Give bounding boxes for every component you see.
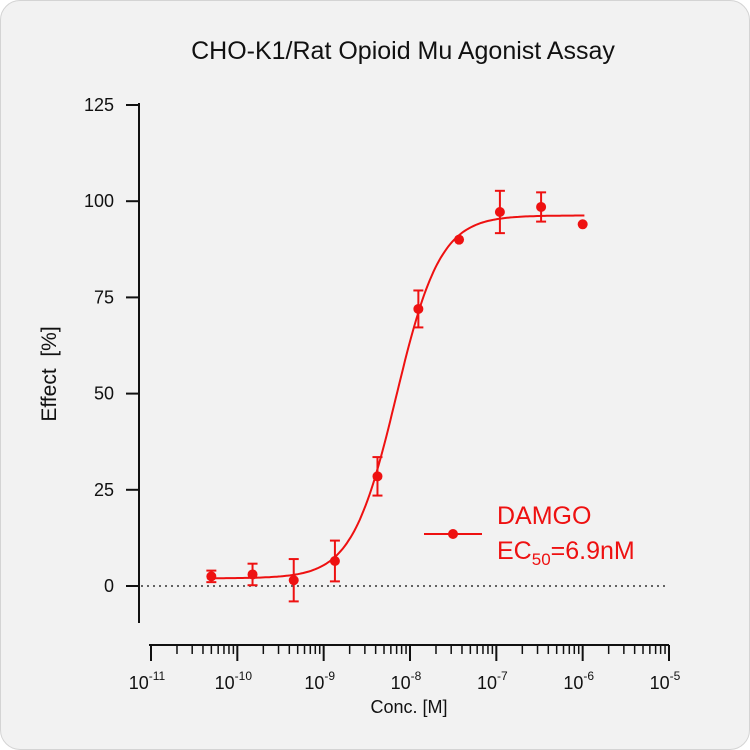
legend-ec-subscript: 50	[532, 550, 551, 569]
y-axis-label: Effect [%]	[38, 326, 61, 421]
data-point	[413, 303, 424, 314]
data-point-group	[247, 562, 258, 587]
data-point-group	[454, 234, 465, 245]
legend-ec50-label: EC50=6.9nM	[497, 537, 635, 569]
x-tick-label: 10-6	[563, 669, 594, 693]
data-point-group	[536, 191, 547, 223]
x-tick-base: 10	[563, 673, 583, 693]
data-point-group	[372, 456, 383, 497]
x-tick-label: 10-11	[129, 669, 166, 693]
data-point	[454, 234, 465, 245]
legend-ec-prefix: EC	[497, 537, 532, 565]
data-point-group	[413, 289, 424, 329]
data-point-group	[288, 558, 299, 603]
y-axis-ticks: 0 25 50 75 100 125	[84, 95, 139, 596]
x-tick-base: 10	[304, 673, 324, 693]
y-tick-label: 25	[94, 480, 114, 500]
chart-title: CHO-K1/Rat Opioid Mu Agonist Assay	[191, 37, 615, 65]
y-tick-label: 50	[94, 384, 114, 404]
legend-series-label: DAMGO	[497, 502, 591, 530]
dose-response-fit-curve	[207, 214, 585, 580]
data-point	[494, 206, 505, 217]
data-point	[247, 569, 258, 580]
data-point-group	[494, 189, 505, 235]
x-tick-exponent: -7	[497, 669, 508, 683]
x-tick-exponent: -8	[411, 669, 422, 683]
y-tick-label: 125	[84, 95, 114, 115]
x-tick-base: 10	[650, 673, 670, 693]
data-point	[372, 471, 383, 482]
x-tick-label: 10-8	[391, 669, 422, 693]
y-tick-label: 0	[104, 576, 114, 596]
data-point-group	[577, 219, 588, 230]
data-point	[536, 201, 547, 212]
x-tick-exponent: -10	[235, 669, 253, 683]
x-tick-exponent: -9	[324, 669, 335, 683]
legend: DAMGO EC50=6.9nM	[424, 502, 635, 569]
data-point-group	[329, 539, 340, 583]
x-tick-label: 10-9	[304, 669, 335, 693]
y-tick-label: 100	[84, 191, 114, 211]
x-tick-exponent: -5	[670, 669, 681, 683]
data-point	[288, 575, 299, 586]
data-point	[206, 571, 217, 582]
x-tick-label: 10-7	[477, 669, 508, 693]
data-points	[206, 189, 588, 603]
data-point-group	[206, 569, 217, 584]
y-tick-label: 75	[94, 287, 114, 307]
x-tick-exponent: -11	[149, 669, 166, 683]
x-tick-label: 10-10	[215, 669, 253, 693]
data-point	[577, 219, 588, 230]
x-axis-label: Conc. [M]	[370, 697, 447, 717]
x-tick-base: 10	[477, 673, 497, 693]
legend-ec-value: =6.9nM	[551, 537, 635, 565]
x-tick-base: 10	[215, 673, 235, 693]
legend-point-marker	[448, 529, 458, 539]
x-axis-ticks: 10-11 10-10 10-9 10-8 10-7 10-6 10-5	[129, 645, 681, 693]
x-tick-base: 10	[129, 673, 149, 693]
data-point	[329, 555, 340, 566]
x-tick-base: 10	[391, 673, 411, 693]
x-tick-label: 10-5	[650, 669, 681, 693]
x-tick-exponent: -6	[583, 669, 594, 683]
